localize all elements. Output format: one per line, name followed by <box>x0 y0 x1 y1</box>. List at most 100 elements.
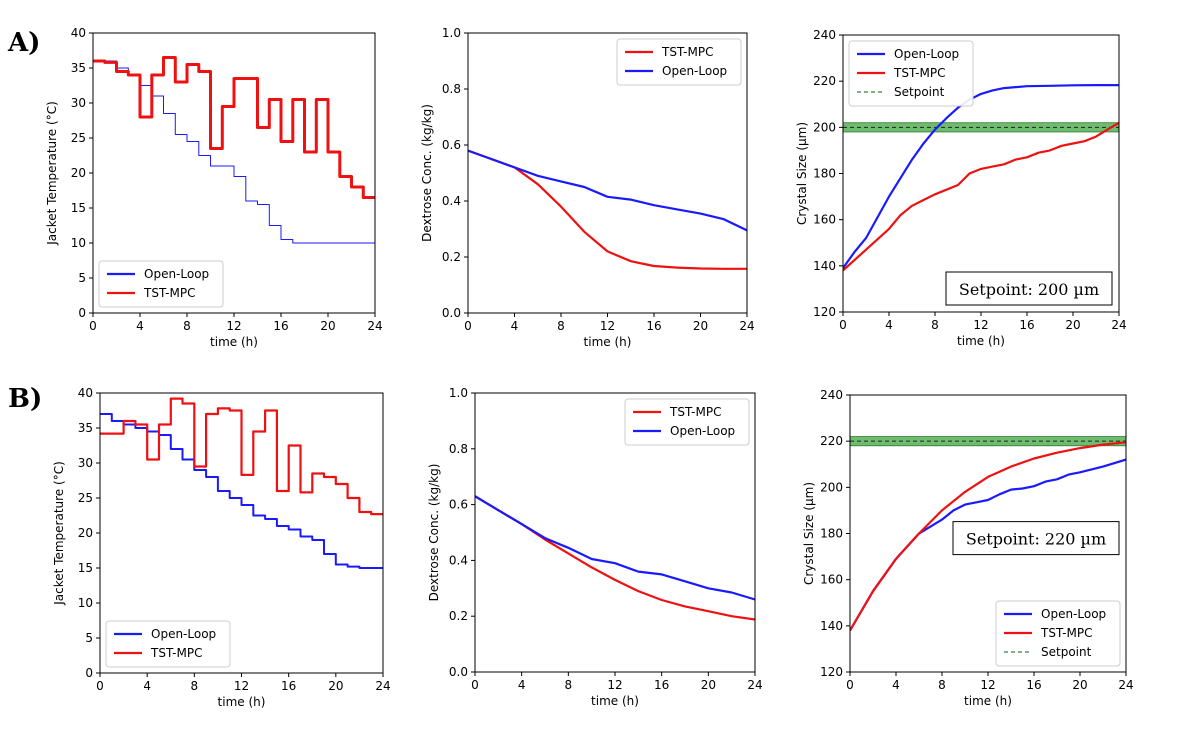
legend-label: Open-Loop <box>662 64 727 78</box>
legend-label: TST-MPC <box>150 646 202 660</box>
chart-b1: 0 4 8 12 16 20 24 0 5 10 15 20 25 30 35 40 time (h) Jacke… <box>52 386 391 709</box>
legend-label: Open-Loop <box>151 627 216 641</box>
y-tick-label: 120 <box>820 665 843 679</box>
x-tick-label: 12 <box>980 678 995 692</box>
x-tick-label: 16 <box>654 678 669 692</box>
x-tick-label: 24 <box>739 319 754 333</box>
x-tick-label: 16 <box>1019 318 1034 332</box>
legend-label: Open-Loop <box>1041 607 1106 621</box>
x-tick-label: 0 <box>96 679 104 693</box>
x-tick-label: 24 <box>747 678 762 692</box>
x-tick-label: 16 <box>273 319 288 333</box>
y-tick-label: 0 <box>85 666 93 680</box>
x-tick-label: 16 <box>1026 678 1041 692</box>
y-axis-label: Jacket Temperature (°C) <box>52 461 66 605</box>
y-tick-label: 15 <box>78 561 93 575</box>
y-tick-label: 240 <box>820 388 843 402</box>
y-tick-label: 220 <box>813 74 836 88</box>
x-tick-label: 20 <box>693 319 708 333</box>
y-tick-label: 40 <box>71 26 86 40</box>
x-tick-label: 16 <box>281 679 296 693</box>
x-tick-label: 0 <box>839 318 847 332</box>
x-tick-label: 8 <box>931 318 939 332</box>
legend: Open-Loop TST-MPC <box>98 260 224 308</box>
x-axis-label: time (h) <box>210 335 258 349</box>
y-tick-label: 30 <box>71 96 86 110</box>
y-tick-label: 0.0 <box>449 665 468 679</box>
chart-b3: 0 4 8 12 16 20 24 120 140 160 180 200 220 240 time (h)… <box>802 388 1134 708</box>
y-tick-label: 140 <box>813 259 836 273</box>
chart-b2: 0 4 8 12 16 20 24 0.0 0.2 0.4 0.6 0.8 1.0 time (h) Dex… <box>427 386 763 708</box>
legend-label: Open-Loop <box>144 267 209 281</box>
x-tick-label: 24 <box>1118 678 1133 692</box>
x-tick-label: 4 <box>136 319 144 333</box>
y-tick-label: 15 <box>71 201 86 215</box>
series-tst-mpc <box>850 441 1126 632</box>
y-tick-label: 1.0 <box>449 386 468 400</box>
x-tick-label: 4 <box>511 319 519 333</box>
legend-label: TST-MPC <box>669 405 721 419</box>
legend-label: TST-MPC <box>893 66 945 80</box>
y-tick-label: 30 <box>78 456 93 470</box>
legend: Open-Loop TST-MPC <box>105 620 231 668</box>
legend-label: TST-MPC <box>143 286 195 300</box>
y-tick-label: 0.0 <box>442 306 461 320</box>
y-tick-label: 180 <box>820 527 843 541</box>
x-tick-label: 12 <box>600 319 615 333</box>
y-tick-label: 240 <box>813 28 836 42</box>
y-tick-label: 140 <box>820 619 843 633</box>
y-tick-label: 10 <box>71 236 86 250</box>
y-axis-label: Dextrose Conc. (kg/kg) <box>427 464 441 602</box>
x-tick-label: 4 <box>892 678 900 692</box>
legend-label: TST-MPC <box>661 45 713 59</box>
x-axis-label: time (h) <box>957 334 1005 348</box>
x-tick-label: 20 <box>1065 318 1080 332</box>
setpoint-annotation: Setpoint: 200 µm <box>945 271 1113 306</box>
x-tick-label: 0 <box>846 678 854 692</box>
x-tick-label: 8 <box>191 679 199 693</box>
y-tick-label: 35 <box>71 61 86 75</box>
series-tst-mpc <box>100 397 383 516</box>
chart-a3: 0 4 8 12 16 20 24 120 140 160 180 200 220 240 time (h)… <box>795 28 1127 348</box>
y-axis-label: Jacket Temperature (°C) <box>45 101 59 245</box>
y-tick-label: 35 <box>78 421 93 435</box>
series-tst-mpc <box>468 149 747 270</box>
x-tick-label: 12 <box>973 318 988 332</box>
legend: TST-MPC Open-Loop <box>624 398 750 446</box>
x-tick-label: 12 <box>226 319 241 333</box>
x-tick-label: 8 <box>557 319 565 333</box>
x-tick-label: 0 <box>464 319 472 333</box>
legend-label: Open-Loop <box>894 47 959 61</box>
x-tick-label: 12 <box>234 679 249 693</box>
series-open-loop <box>843 83 1119 269</box>
x-axis-label: time (h) <box>964 694 1012 708</box>
series-tst-mpc <box>93 56 375 199</box>
legend: Open-Loop TST-MPC Setpoint <box>848 40 974 107</box>
x-tick-label: 12 <box>607 678 622 692</box>
y-tick-label: 160 <box>813 213 836 227</box>
y-tick-label: 0.4 <box>442 194 461 208</box>
legend-label: Open-Loop <box>670 424 735 438</box>
y-tick-label: 220 <box>820 434 843 448</box>
row-label-a: A) <box>8 28 41 58</box>
x-tick-label: 8 <box>183 319 191 333</box>
x-axis-label: time (h) <box>591 694 639 708</box>
x-axis-label: time (h) <box>584 335 632 349</box>
x-tick-label: 4 <box>885 318 893 332</box>
y-axis-label: Crystal Size (µm) <box>802 482 816 585</box>
x-tick-label: 24 <box>1111 318 1126 332</box>
series-open-loop <box>475 495 755 601</box>
setpoint-annotation-text: Setpoint: 220 µm <box>966 530 1106 549</box>
x-tick-label: 24 <box>375 679 390 693</box>
legend: TST-MPC Open-Loop <box>616 38 742 86</box>
x-tick-label: 0 <box>89 319 97 333</box>
y-tick-label: 1.0 <box>442 26 461 40</box>
y-tick-label: 0.6 <box>442 138 461 152</box>
x-tick-label: 24 <box>367 319 382 333</box>
y-tick-label: 0.6 <box>449 498 468 512</box>
y-tick-label: 0.8 <box>442 82 461 96</box>
row-label-b: B) <box>8 384 43 414</box>
series-tst-mpc <box>475 495 755 621</box>
y-tick-label: 25 <box>78 491 93 505</box>
chart-a2: 0 4 8 12 16 20 24 0.0 0.2 0.4 0.6 0.8 1.0 time (h) Dex… <box>420 26 755 349</box>
